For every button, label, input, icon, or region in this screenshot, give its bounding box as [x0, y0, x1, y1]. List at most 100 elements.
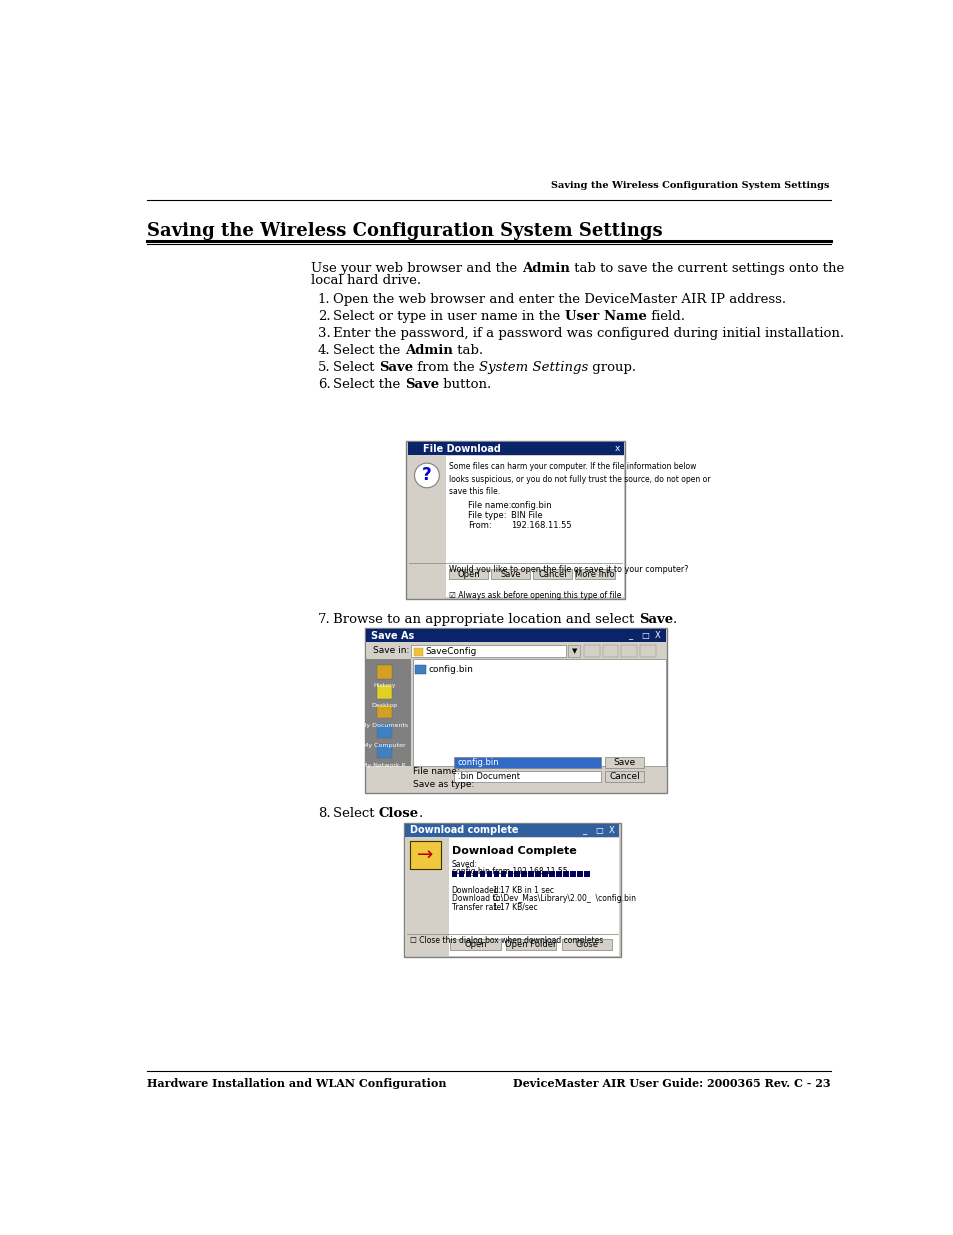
Text: Transfer rate:: Transfer rate: [452, 903, 503, 911]
Bar [570, 871, 575, 877]
Bar [577, 871, 582, 877]
Bar [448, 839, 618, 956]
Bar [446, 456, 623, 597]
Text: Some files can harm your computer. If the file information below
looks suspiciou: Some files can harm your computer. If th… [449, 462, 710, 496]
Text: Select: Select [333, 361, 378, 374]
Text: Cancel: Cancel [537, 569, 566, 578]
Text: X: X [608, 826, 614, 835]
Bar [406, 441, 624, 599]
Text: □: □ [595, 826, 602, 835]
Bar [500, 871, 505, 877]
Bar [556, 871, 561, 877]
Text: 1.: 1. [317, 293, 330, 306]
Text: User Name: User Name [564, 310, 646, 322]
Text: tab.: tab. [452, 343, 482, 357]
Text: SaveConfig: SaveConfig [425, 646, 476, 656]
Text: My Computer: My Computer [363, 743, 405, 748]
Bar [575, 568, 615, 579]
Text: Download to:: Download to: [452, 894, 502, 903]
Text: Save as type:: Save as type: [413, 781, 474, 789]
Text: File type:: File type: [468, 511, 506, 520]
Bar [376, 745, 392, 758]
Bar [561, 939, 612, 950]
Bar [620, 645, 637, 657]
Text: tab to save the current settings onto the: tab to save the current settings onto th… [569, 262, 843, 275]
Text: Save: Save [638, 613, 672, 625]
Text: More Info: More Info [575, 569, 615, 578]
Text: My Network P.: My Network P. [362, 763, 406, 768]
Bar [403, 823, 620, 957]
Bar [410, 841, 440, 869]
Bar [521, 871, 526, 877]
Text: File name:: File name: [413, 767, 459, 776]
Text: Would you like to open the file or save it to your computer?: Would you like to open the file or save … [449, 564, 688, 574]
Text: □: □ [641, 631, 649, 640]
Text: Desktop: Desktop [371, 703, 397, 708]
Bar [366, 643, 665, 657]
Text: 1.17 KB/sec: 1.17 KB/sec [493, 903, 537, 911]
Text: Downloaded:: Downloaded: [452, 885, 501, 895]
Text: group.: group. [588, 361, 636, 374]
Bar [407, 442, 623, 454]
Text: .: . [672, 613, 677, 625]
Text: History: History [373, 683, 395, 688]
Text: Open: Open [457, 569, 479, 578]
Bar [583, 871, 589, 877]
Text: Open: Open [463, 940, 486, 948]
Text: From:: From: [468, 521, 491, 530]
Text: Open Folder: Open Folder [505, 940, 557, 948]
Text: Save: Save [613, 758, 635, 767]
Text: Close: Close [575, 940, 598, 948]
Text: Close: Close [378, 808, 418, 820]
Text: .bin Document: .bin Document [457, 772, 519, 781]
Bar [376, 725, 392, 739]
Bar [479, 871, 484, 877]
Bar [407, 456, 623, 597]
Text: Use your web browser and the: Use your web browser and the [311, 262, 521, 275]
Text: My Documents: My Documents [360, 722, 408, 729]
Bar [411, 645, 566, 657]
Bar [365, 627, 666, 793]
Text: Save: Save [404, 378, 438, 390]
Text: Hardware Installation and WLAN Configuration: Hardware Installation and WLAN Configura… [147, 1078, 446, 1089]
Text: .: . [418, 808, 423, 820]
Bar [562, 871, 568, 877]
Text: config.bin: config.bin [457, 758, 499, 767]
Bar [514, 871, 519, 877]
Text: Save As: Save As [371, 631, 414, 641]
Bar [639, 645, 655, 657]
Bar [376, 684, 392, 699]
Text: System Settings: System Settings [478, 361, 588, 374]
Bar [405, 839, 618, 956]
Bar [491, 568, 530, 579]
Bar [472, 871, 477, 877]
Text: Open the web browser and enter the DeviceMaster AIR IP address.: Open the web browser and enter the Devic… [333, 293, 785, 306]
Bar [450, 939, 500, 950]
Bar [549, 871, 555, 877]
Bar [583, 645, 599, 657]
Bar [366, 630, 665, 642]
Bar [454, 757, 600, 768]
Text: Save: Save [499, 569, 520, 578]
Bar [533, 568, 571, 579]
Bar [604, 771, 643, 782]
Text: 7.: 7. [317, 613, 330, 625]
Bar [376, 705, 392, 719]
Text: config.bin: config.bin [428, 664, 473, 674]
Text: Cancel: Cancel [609, 772, 639, 781]
Text: X: X [654, 631, 659, 640]
Bar [567, 645, 579, 657]
Bar [449, 568, 488, 579]
Bar [465, 871, 471, 877]
Text: Browse to an appropriate location and select: Browse to an appropriate location and se… [333, 613, 638, 625]
Text: ☐ Close this dialog box when download completes: ☐ Close this dialog box when download co… [410, 936, 602, 945]
Bar [528, 871, 534, 877]
Text: button.: button. [438, 378, 491, 390]
Bar [486, 871, 492, 877]
Text: Select: Select [333, 808, 378, 820]
Text: 6.: 6. [317, 378, 330, 390]
Text: File name:: File name: [468, 501, 511, 510]
Text: 5.: 5. [317, 361, 330, 374]
Text: ▼: ▼ [571, 648, 577, 655]
Text: C:\Dev_Mas\Library\2.00_  \config.bin: C:\Dev_Mas\Library\2.00_ \config.bin [493, 894, 635, 903]
